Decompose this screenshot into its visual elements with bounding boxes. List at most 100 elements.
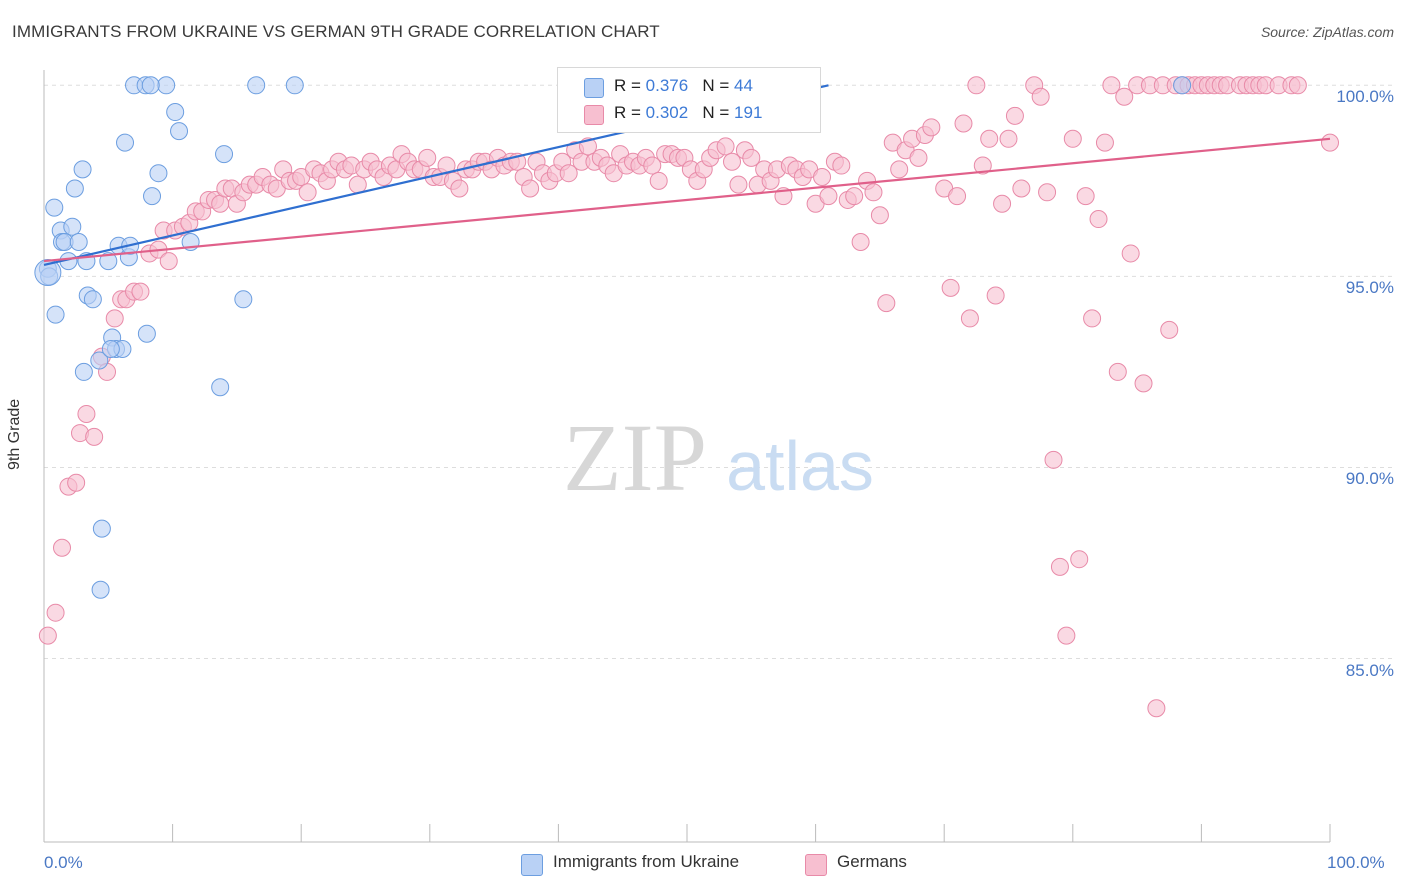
legend-n-label: N = [702, 76, 735, 95]
german-point [38, 626, 57, 645]
legend-n-value-ukraine: 44 [734, 76, 753, 95]
legend-r-value-germans: 0.302 [645, 103, 689, 122]
german-point [1063, 129, 1082, 148]
bottom-legend-swatch-germans [805, 854, 827, 876]
ukraine-point [215, 145, 234, 164]
legend-n-value-germans: 191 [734, 103, 763, 122]
legend-swatch-germans [584, 105, 604, 125]
german-point [1095, 133, 1114, 152]
german-point [723, 152, 742, 171]
german-point [851, 232, 870, 251]
german-point [298, 183, 317, 202]
ukraine-point [166, 103, 185, 122]
chart-title: IMMIGRANTS FROM UKRAINE VS GERMAN 9TH GR… [12, 22, 660, 41]
bottom-legend-swatch-ukraine [521, 854, 543, 876]
german-point [1031, 87, 1050, 106]
german-point [559, 164, 578, 183]
ukraine-point [247, 76, 266, 95]
german-point [948, 187, 967, 206]
german-point [1012, 179, 1031, 198]
german-point [832, 156, 851, 175]
german-point [845, 187, 864, 206]
german-point [67, 473, 86, 492]
german-point [1115, 87, 1134, 106]
y-axis-label: 9th Grade [6, 398, 23, 470]
ukraine-point [90, 351, 109, 370]
german-point [967, 76, 986, 95]
german-point [960, 309, 979, 328]
y-tick-label-95: 95.0% [1345, 278, 1394, 297]
german-point [211, 194, 230, 213]
ukraine-point [1173, 76, 1192, 95]
german-point [922, 118, 941, 137]
german-point [46, 603, 65, 622]
german-point [742, 148, 761, 167]
legend-r-label: R = [614, 103, 646, 122]
german-point [85, 427, 104, 446]
ukraine-point [157, 76, 176, 95]
german-point [877, 294, 896, 313]
x-tick-label-0: 0.0% [44, 853, 83, 872]
ukraine-point [46, 305, 65, 324]
legend-r-value-ukraine: 0.376 [645, 76, 689, 95]
german-point [1038, 183, 1057, 202]
ukraine-point [143, 187, 162, 206]
ukraine-point [234, 290, 253, 309]
legend-row-ukraine: R = 0.376 N = 44 [584, 76, 753, 100]
german-point [450, 179, 469, 198]
ukraine-point [69, 232, 88, 251]
german-points [38, 76, 1339, 718]
legend-swatch-ukraine [584, 78, 604, 98]
ukraine-point [101, 339, 120, 358]
source-label: Source: ZipAtlas.com [1260, 24, 1394, 40]
ukraine-point [91, 580, 110, 599]
german-point [999, 129, 1018, 148]
ukraine-point [285, 76, 304, 95]
german-point [418, 148, 437, 167]
german-point [1083, 309, 1102, 328]
german-point [909, 148, 928, 167]
german-point [1160, 320, 1179, 339]
ukraine-point [170, 122, 189, 141]
ukraine-point [99, 252, 118, 271]
watermark-zip: ZIP [563, 404, 707, 511]
german-point [105, 309, 124, 328]
german-point [986, 286, 1005, 305]
ukraine-point [92, 519, 111, 538]
ukraine-point [73, 160, 92, 179]
ukraine-point [65, 179, 84, 198]
german-point [941, 278, 960, 297]
y-tick-label-90: 90.0% [1345, 469, 1394, 488]
german-point [649, 171, 668, 190]
german-point [993, 194, 1012, 213]
german-point [643, 156, 662, 175]
x-tick-label-100: 100.0% [1327, 853, 1385, 872]
german-point [1044, 450, 1063, 469]
german-point [954, 114, 973, 133]
ukraine-point [83, 290, 102, 309]
german-point [890, 160, 909, 179]
ukraine-point [137, 324, 156, 343]
legend-n-label: N = [702, 103, 735, 122]
german-point [437, 156, 456, 175]
ukraine-point [149, 164, 168, 183]
german-point [77, 404, 96, 423]
watermark: ZIP atlas [563, 404, 874, 511]
german-point [1134, 374, 1153, 393]
ukraine-point [211, 378, 230, 397]
ukraine-point [63, 217, 82, 236]
bottom-legend-label-germans: Germans [837, 852, 907, 871]
y-tick-label-100: 100.0% [1336, 87, 1394, 106]
german-point [813, 168, 832, 187]
y-tick-label-85: 85.0% [1345, 661, 1394, 680]
german-point [1102, 76, 1121, 95]
ukraine-point [116, 133, 135, 152]
german-point [1288, 76, 1307, 95]
german-point [1005, 106, 1024, 125]
german-point [131, 282, 150, 301]
ukraine-point [34, 259, 62, 287]
german-point [1050, 557, 1069, 576]
german-point [819, 187, 838, 206]
legend-r-label: R = [614, 76, 646, 95]
